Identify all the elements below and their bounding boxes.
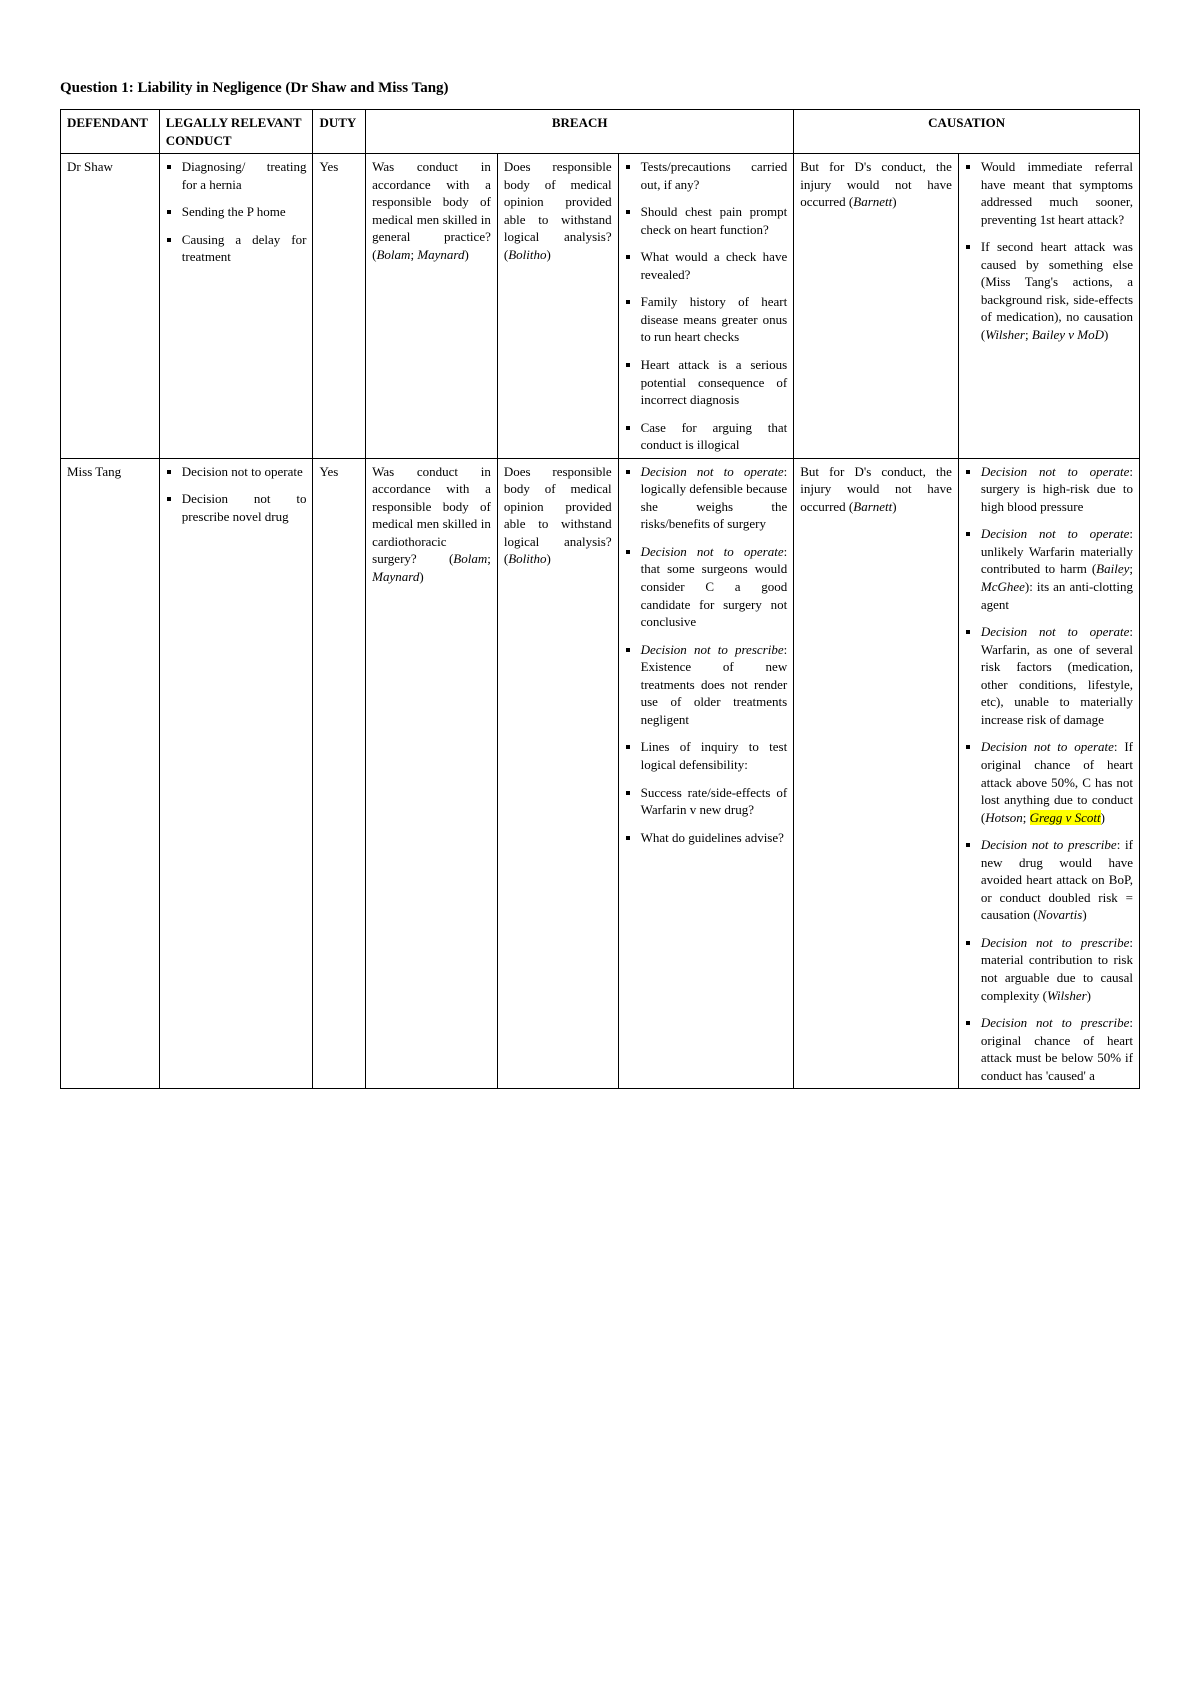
cell-breach-2: Does responsible body of medical opinion… (497, 154, 618, 459)
cell-breach-3: Decision not to operate: logically defen… (618, 458, 794, 1089)
th-causation: CAUSATION (794, 110, 1140, 154)
cell-duty: Yes (313, 154, 366, 459)
table-row: Miss Tang Decision not to operateDecisio… (61, 458, 1140, 1089)
cell-conduct: Diagnosing/ treating for a herniaSending… (159, 154, 313, 459)
cell-breach-2: Does responsible body of medical opinion… (497, 458, 618, 1089)
th-defendant: DEFENDANT (61, 110, 160, 154)
cell-duty: Yes (313, 458, 366, 1089)
cell-causation-2: Decision not to operate: surgery is high… (958, 458, 1139, 1089)
negligence-table: DEFENDANT LEGALLY RELEVANT CONDUCT DUTY … (60, 109, 1140, 1089)
cell-defendant: Dr Shaw (61, 154, 160, 459)
table-body: Dr Shaw Diagnosing/ treating for a herni… (61, 154, 1140, 1089)
cell-breach-1: Was conduct in accordance with a respons… (366, 458, 498, 1089)
table-header-row: DEFENDANT LEGALLY RELEVANT CONDUCT DUTY … (61, 110, 1140, 154)
cell-causation-1: But for D's conduct, the injury would no… (794, 458, 959, 1089)
th-breach: BREACH (366, 110, 794, 154)
th-duty: DUTY (313, 110, 366, 154)
cell-causation-2: Would immediate referral have meant that… (958, 154, 1139, 459)
table-row: Dr Shaw Diagnosing/ treating for a herni… (61, 154, 1140, 459)
page-title: Question 1: Liability in Negligence (Dr … (60, 80, 1140, 97)
cell-breach-3: Tests/precautions carried out, if any?Sh… (618, 154, 794, 459)
th-conduct: LEGALLY RELEVANT CONDUCT (159, 110, 313, 154)
cell-conduct: Decision not to operateDecision not to p… (159, 458, 313, 1089)
cell-defendant: Miss Tang (61, 458, 160, 1089)
cell-causation-1: But for D's conduct, the injury would no… (794, 154, 959, 459)
cell-breach-1: Was conduct in accordance with a respons… (366, 154, 498, 459)
